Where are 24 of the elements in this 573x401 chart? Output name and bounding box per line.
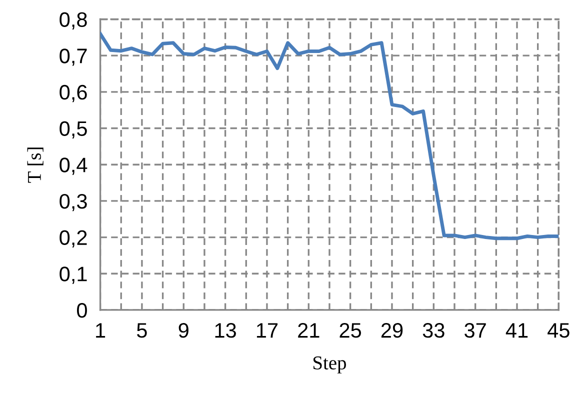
y-tick-label: 0,6 <box>60 84 87 102</box>
x-tick-label: 25 <box>340 323 362 338</box>
x-tick-label: 5 <box>136 323 147 338</box>
y-tick-label: 0,5 <box>60 121 87 138</box>
x-tick-label: 9 <box>178 323 188 338</box>
x-tick-label: 17 <box>256 323 278 338</box>
y-tick-label: 0,7 <box>60 48 87 66</box>
x-axis-title: Step <box>313 356 346 374</box>
y-tick-label: 0,3 <box>60 194 87 212</box>
x-tick-label: 13 <box>215 323 236 338</box>
y-tick-label: 0,2 <box>60 230 87 248</box>
x-tick-label: 1 <box>96 323 106 338</box>
x-tick-label: 29 <box>381 323 403 338</box>
line-series <box>100 32 559 240</box>
y-tick-label: 0,4 <box>60 158 88 175</box>
x-tick-label: 33 <box>422 323 444 338</box>
y-tick-label: 0,1 <box>60 266 87 284</box>
y-tick-label: 0,8 <box>60 12 87 30</box>
x-tick-label: 37 <box>464 323 486 338</box>
x-tick-label: 45 <box>548 323 570 338</box>
x-tick-label: 21 <box>298 323 320 338</box>
x-tick-label: 41 <box>506 323 528 338</box>
y-axis-title: T [s] <box>27 148 44 183</box>
y-tick-label: 0 <box>77 302 87 318</box>
